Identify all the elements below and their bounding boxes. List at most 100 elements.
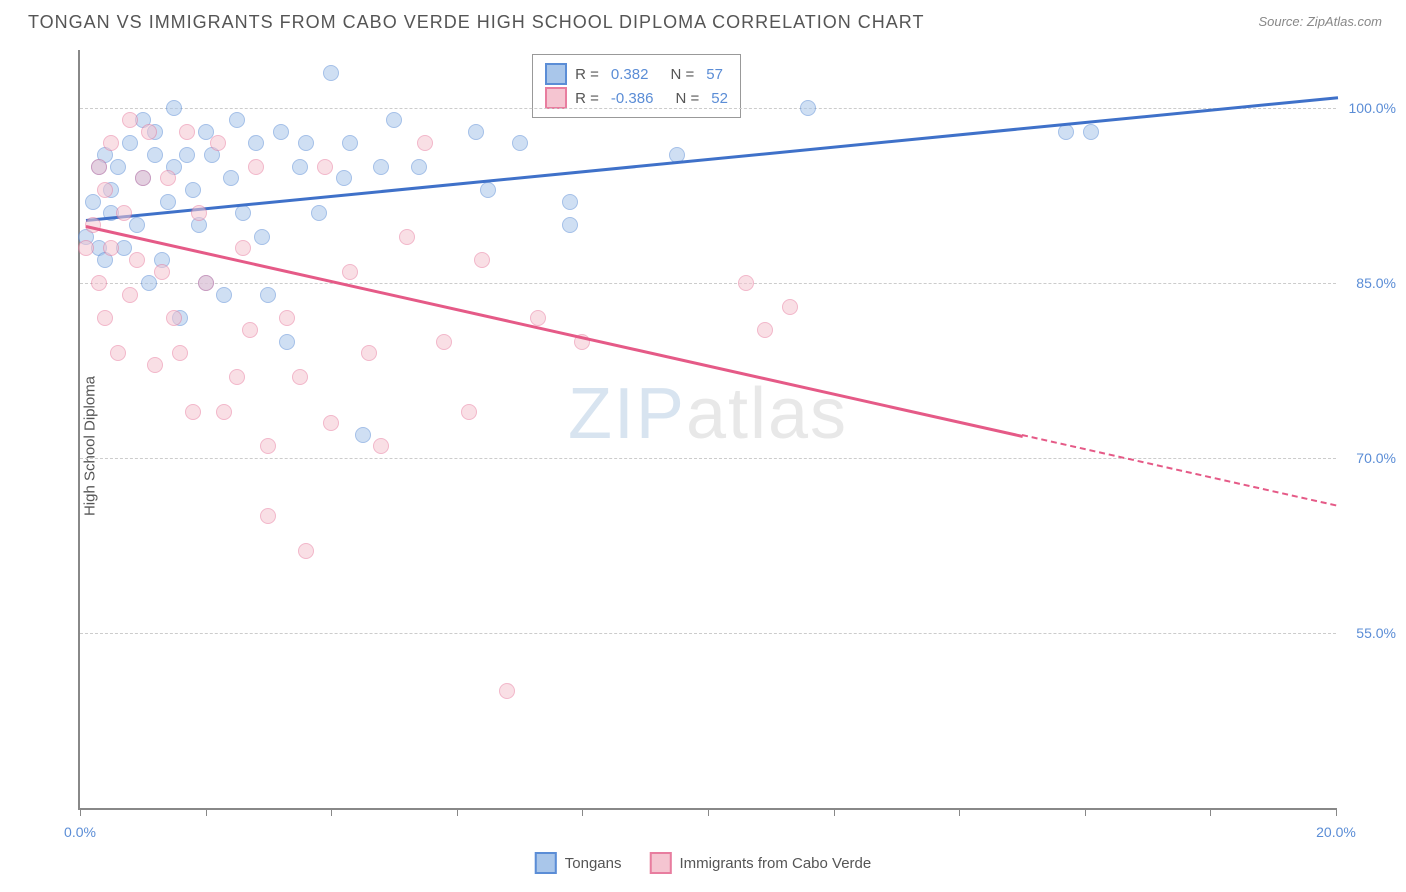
data-point (179, 124, 195, 140)
data-point (242, 322, 258, 338)
data-point (185, 182, 201, 198)
data-point (336, 170, 352, 186)
data-point (474, 252, 490, 268)
data-point (530, 310, 546, 326)
data-point (147, 147, 163, 163)
x-tick (1085, 808, 1086, 816)
x-tick (1336, 808, 1337, 816)
data-point (135, 170, 151, 186)
data-point (122, 135, 138, 151)
legend-swatch (649, 852, 671, 874)
data-point (1083, 124, 1099, 140)
data-point (273, 124, 289, 140)
data-point (166, 310, 182, 326)
n-value: 57 (706, 66, 723, 83)
data-point (355, 427, 371, 443)
data-point (292, 369, 308, 385)
data-point (254, 229, 270, 245)
data-point (216, 404, 232, 420)
watermark: ZIPatlas (568, 373, 848, 455)
data-point (323, 65, 339, 81)
data-point (210, 135, 226, 151)
data-point (229, 112, 245, 128)
data-point (172, 345, 188, 361)
data-point (757, 322, 773, 338)
data-point (147, 357, 163, 373)
data-point (461, 404, 477, 420)
data-point (342, 135, 358, 151)
n-value: 52 (711, 90, 728, 107)
data-point (292, 159, 308, 175)
data-point (279, 310, 295, 326)
data-point (141, 124, 157, 140)
data-point (499, 683, 515, 699)
data-point (298, 135, 314, 151)
data-point (185, 404, 201, 420)
data-point (97, 310, 113, 326)
legend-swatch (545, 87, 567, 109)
data-point (129, 252, 145, 268)
trend-line (1022, 434, 1337, 506)
data-point (248, 135, 264, 151)
gridline (80, 108, 1336, 109)
legend-label: Tongans (565, 855, 622, 872)
data-point (91, 159, 107, 175)
data-point (110, 159, 126, 175)
data-point (166, 100, 182, 116)
x-tick (80, 808, 81, 816)
data-point (279, 334, 295, 350)
data-point (260, 287, 276, 303)
n-label: N = (675, 90, 699, 107)
data-point (223, 170, 239, 186)
y-tick-label: 70.0% (1356, 450, 1396, 466)
data-point (191, 205, 207, 221)
x-tick (834, 808, 835, 816)
x-tick (331, 808, 332, 816)
chart-container: TONGAN VS IMMIGRANTS FROM CABO VERDE HIG… (0, 0, 1406, 892)
r-label: R = (575, 66, 599, 83)
data-point (417, 135, 433, 151)
data-point (229, 369, 245, 385)
data-point (562, 217, 578, 233)
data-point (800, 100, 816, 116)
n-label: N = (670, 66, 694, 83)
legend-item: Tongans (535, 852, 622, 874)
data-point (116, 205, 132, 221)
data-point (782, 299, 798, 315)
data-point (154, 264, 170, 280)
data-point (342, 264, 358, 280)
data-point (323, 415, 339, 431)
r-value: -0.386 (611, 90, 654, 107)
data-point (468, 124, 484, 140)
legend-row: R = 0.382 N = 57 (545, 63, 728, 85)
data-point (110, 345, 126, 361)
data-point (399, 229, 415, 245)
data-point (129, 217, 145, 233)
y-tick-label: 85.0% (1356, 275, 1396, 291)
x-tick (457, 808, 458, 816)
data-point (373, 159, 389, 175)
series-legend: Tongans Immigrants from Cabo Verde (535, 852, 871, 874)
x-tick-label: 20.0% (1316, 824, 1356, 840)
legend-item: Immigrants from Cabo Verde (649, 852, 871, 874)
gridline (80, 458, 1336, 459)
legend-row: R =-0.386N =52 (545, 87, 728, 109)
legend-label: Immigrants from Cabo Verde (679, 855, 871, 872)
data-point (160, 170, 176, 186)
data-point (562, 194, 578, 210)
r-value: 0.382 (611, 66, 649, 83)
data-point (122, 112, 138, 128)
source-label: Source: ZipAtlas.com (1258, 14, 1382, 29)
legend-swatch (535, 852, 557, 874)
watermark-zip: ZIP (568, 374, 686, 454)
data-point (216, 287, 232, 303)
data-point (373, 438, 389, 454)
data-point (179, 147, 195, 163)
data-point (235, 240, 251, 256)
gridline (80, 283, 1336, 284)
data-point (248, 159, 264, 175)
gridline (80, 633, 1336, 634)
data-point (512, 135, 528, 151)
data-point (298, 543, 314, 559)
data-point (160, 194, 176, 210)
